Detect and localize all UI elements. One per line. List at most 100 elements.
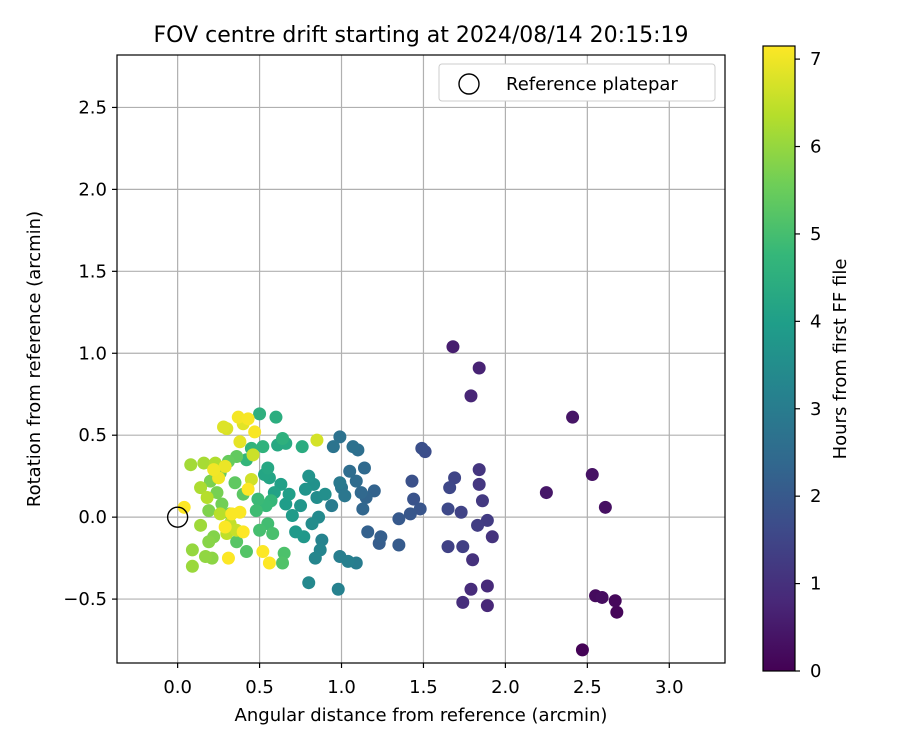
scatter-point — [207, 463, 221, 477]
scatter-point — [610, 605, 624, 619]
scatter-point — [392, 512, 406, 526]
scatter-point — [346, 440, 360, 454]
colorbar-tick-label: 3 — [810, 399, 821, 420]
scatter-point — [177, 500, 191, 514]
scatter-point — [221, 551, 235, 565]
scatter-point — [256, 545, 270, 559]
scatter-point — [194, 481, 208, 495]
scatter-point — [236, 525, 250, 539]
scatter-point — [585, 468, 599, 482]
scatter-point — [448, 471, 462, 485]
scatter-point — [456, 595, 470, 609]
scatter-point — [302, 576, 316, 590]
reference-marker — [166, 506, 189, 528]
colorbar-label: Hours from first FF file — [830, 259, 851, 460]
scatter-point — [456, 540, 470, 554]
scatter-point — [241, 412, 255, 426]
scatter-point — [310, 433, 324, 447]
colorbar-ticks: 0 1 2 3 4 5 6 7 — [795, 49, 821, 682]
scatter-point — [228, 476, 242, 490]
scatter-point — [480, 513, 494, 527]
scatter-point — [333, 430, 347, 444]
scatter-point — [298, 482, 312, 496]
scatter-point — [269, 410, 283, 424]
scatter-point — [392, 538, 406, 552]
scatter-point — [608, 594, 622, 608]
scatter-point — [403, 507, 417, 521]
y-tick-label: 2.0 — [78, 179, 107, 200]
scatter-point — [230, 535, 244, 549]
colorbar-tick-label: 6 — [810, 137, 821, 158]
scatter-point — [485, 530, 499, 544]
scatter-point — [480, 599, 494, 613]
x-axis-label: Angular distance from reference (arcmin) — [235, 705, 608, 726]
scatter-point — [343, 464, 357, 478]
scatter-point — [566, 410, 580, 424]
scatter-point — [349, 474, 363, 488]
colorbar-tick-label: 2 — [810, 486, 821, 507]
y-tick-label: 1.5 — [78, 261, 107, 282]
scatter-point — [248, 425, 262, 439]
scatter-point — [338, 489, 352, 503]
y-axis-label: Rotation from reference (arcmin) — [24, 211, 45, 507]
scatter-point — [415, 441, 429, 455]
plot-background — [117, 55, 725, 663]
scatter-point — [441, 540, 455, 554]
colorbar-tick-label: 5 — [810, 224, 821, 245]
y-axis-ticks: −0.5 0.0 0.5 1.0 1.5 2.0 2.5 — [63, 97, 117, 610]
y-tick-label: 1.0 — [78, 343, 107, 364]
scatter-point — [480, 579, 494, 593]
scatter-point — [218, 520, 232, 534]
scatter-point — [294, 499, 308, 513]
scatter-point — [244, 472, 258, 486]
scatter-point — [285, 509, 299, 523]
scatter-point — [256, 440, 270, 454]
scatter-point — [333, 476, 347, 490]
x-tick-label: 0.5 — [245, 677, 274, 698]
scatter-point — [407, 492, 421, 506]
scatter-points — [177, 340, 624, 657]
scatter-point — [305, 517, 319, 531]
colorbar-tick-label: 1 — [810, 574, 821, 595]
plot-frame — [116, 54, 726, 664]
scatter-point — [466, 553, 480, 567]
scatter-point — [241, 482, 255, 496]
scatter-point — [454, 505, 468, 519]
scatter-point — [276, 556, 290, 570]
plot-area: 0.0 0.5 1.0 1.5 2.0 2.5 3.0 −0.5 0.0 0.5 1.0 1.5 2.… — [63, 54, 726, 698]
scatter-point — [595, 590, 609, 604]
scatter-point — [356, 502, 370, 516]
x-tick-label: 1.5 — [409, 677, 438, 698]
scatter-point — [357, 461, 371, 475]
scatter-point — [405, 474, 419, 488]
scatter-point — [198, 549, 212, 563]
scatter-point — [598, 500, 612, 514]
x-axis-ticks: 0.0 0.5 1.0 1.5 2.0 2.5 3.0 — [163, 663, 684, 698]
scatter-point — [575, 643, 589, 657]
legend-reference-marker — [458, 73, 480, 95]
scatter-point — [231, 410, 245, 424]
reference-platepar-point — [166, 506, 189, 528]
scatter-point — [446, 340, 460, 354]
scatter-point — [282, 487, 296, 501]
scatter-point — [215, 497, 229, 511]
scatter-point — [202, 535, 216, 549]
colorbar-tick-label: 7 — [810, 49, 821, 70]
colorbar: 0 1 2 3 4 5 6 7 Hours from first FF file — [762, 45, 851, 682]
scatter-point — [210, 486, 224, 500]
scatter-point — [261, 461, 275, 475]
scatter-point — [218, 459, 232, 473]
scatter-point — [233, 435, 247, 449]
scatter-point — [464, 582, 478, 596]
colorbar-tick-label: 4 — [810, 311, 821, 332]
scatter-point — [331, 582, 345, 596]
x-tick-label: 2.5 — [573, 677, 602, 698]
scatter-point — [202, 504, 216, 518]
scatter-point — [472, 463, 486, 477]
colorbar-tick-label: 0 — [810, 661, 821, 682]
scatter-point — [471, 518, 485, 532]
y-tick-label: 0.0 — [78, 507, 107, 528]
scatter-point — [262, 556, 276, 570]
scatter-point — [225, 507, 239, 521]
